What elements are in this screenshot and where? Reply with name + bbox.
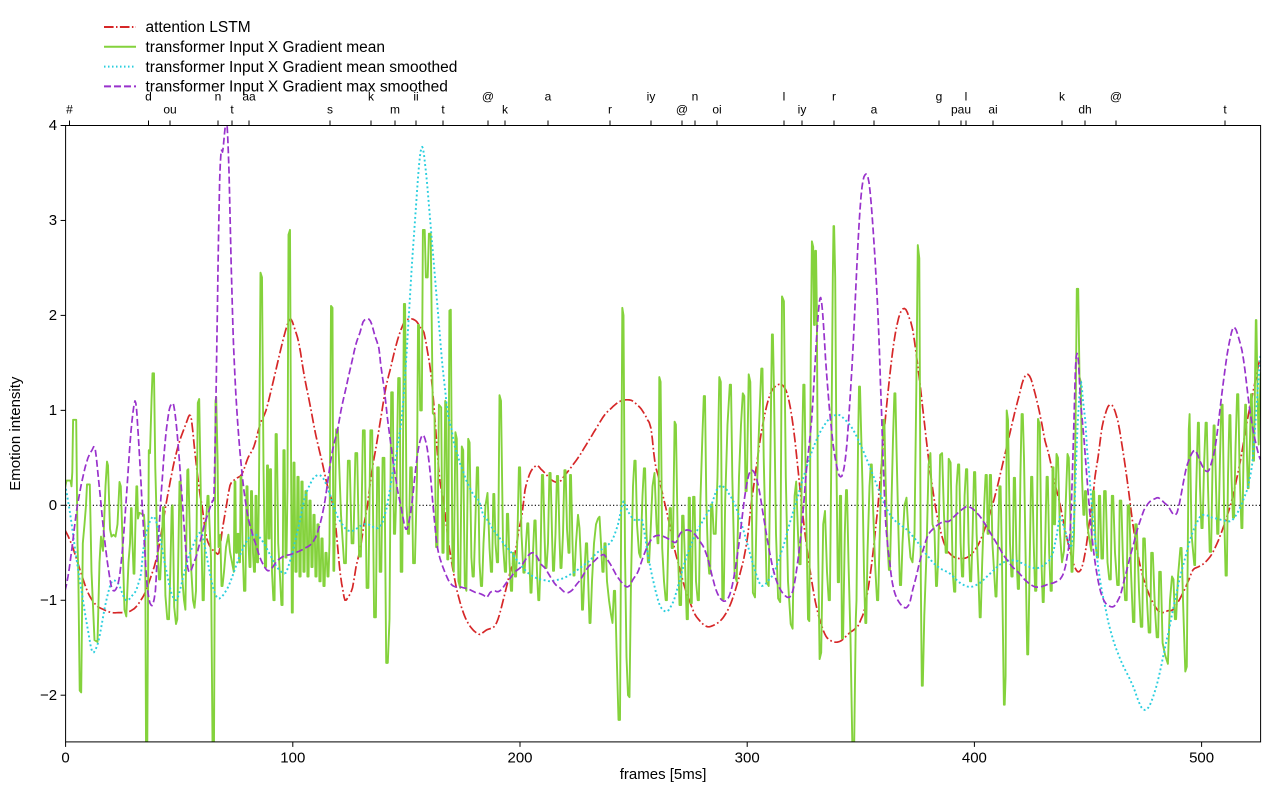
svg-text:t: t [1223,103,1227,117]
svg-text:1: 1 [49,402,57,419]
svg-text:−2: −2 [40,687,57,704]
svg-text:#: # [66,103,73,117]
svg-text:n: n [692,90,699,104]
svg-text:transformer Input X Gradient m: transformer Input X Gradient mean smooth… [146,59,458,76]
svg-text:t: t [441,103,445,117]
svg-text:attention LSTM: attention LSTM [146,19,251,36]
svg-text:a: a [545,90,552,104]
svg-text:m: m [390,103,400,117]
svg-text:l: l [965,90,968,104]
svg-text:transformer Input X Gradient m: transformer Input X Gradient mean [146,39,386,56]
svg-text:a: a [871,103,878,117]
svg-text:ii: ii [413,90,418,104]
svg-text:k: k [368,90,375,104]
svg-text:@: @ [676,103,688,117]
svg-text:transformer Input X Gradient m: transformer Input X Gradient max smoothe… [146,79,448,96]
svg-text:t: t [230,103,234,117]
svg-text:2: 2 [49,307,57,324]
svg-text:4: 4 [49,117,57,134]
svg-text:3: 3 [49,212,57,229]
svg-text:iy: iy [647,90,656,104]
svg-text:400: 400 [962,749,987,766]
svg-text:ai: ai [988,103,997,117]
svg-text:oi: oi [712,103,721,117]
svg-text:frames [5ms]: frames [5ms] [620,766,707,783]
svg-text:iy: iy [798,103,807,117]
svg-text:300: 300 [735,749,760,766]
svg-text:500: 500 [1189,749,1214,766]
svg-text:d: d [145,90,152,104]
svg-text:Emotion intensity: Emotion intensity [7,376,24,491]
svg-text:aa: aa [242,90,256,104]
svg-text:k: k [1059,90,1066,104]
svg-text:pau: pau [951,103,971,117]
svg-text:0: 0 [61,749,69,766]
svg-text:0: 0 [49,497,57,514]
svg-text:r: r [832,90,836,104]
svg-text:200: 200 [507,749,532,766]
svg-text:−1: −1 [40,592,57,609]
svg-text:r: r [608,103,612,117]
svg-text:l: l [783,90,786,104]
svg-text:n: n [215,90,222,104]
svg-text:ou: ou [163,103,176,117]
svg-text:100: 100 [280,749,305,766]
svg-text:@: @ [482,90,494,104]
svg-text:g: g [936,90,943,104]
svg-text:dh: dh [1078,103,1091,117]
svg-text:@: @ [1110,90,1122,104]
svg-text:s: s [327,103,333,117]
svg-text:k: k [502,103,509,117]
